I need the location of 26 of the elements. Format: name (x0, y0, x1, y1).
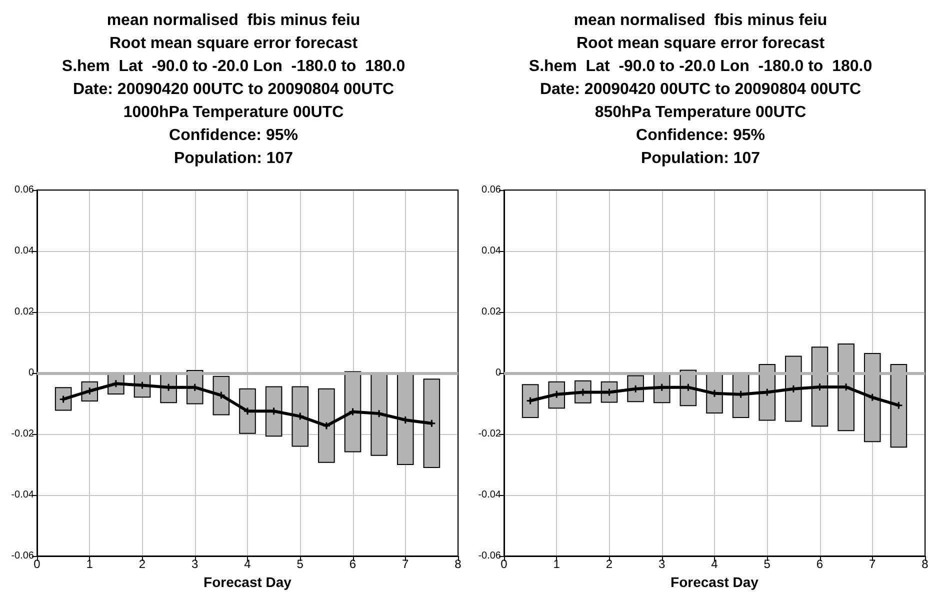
x-tick-label: 7 (869, 557, 876, 571)
x-tick-label: 8 (454, 557, 462, 571)
x-tick-label: 5 (764, 557, 771, 571)
y-tick-label: -0.06 (478, 550, 502, 562)
x-axis-title: Forecast Day (670, 574, 759, 590)
x-axis-title: Forecast Day (204, 574, 292, 590)
chart-title: mean normalised fbis minus feiu Root mean square error forecast S.hem Lat -90.0 to -20.0 Lon -180.0 to 180.0 Date: 20090420 00UTC to 20090804 00UTC 1000hPa Temperature 00UTC Confidence: 95% Population: 107 (62, 12, 406, 167)
x-tick-label: 6 (349, 557, 356, 571)
y-tick-label: 0.06 (14, 184, 34, 196)
y-tick-label: 0.04 (14, 246, 34, 256)
y-tick-label: 0.06 (482, 184, 502, 196)
y-tick-label: 0.02 (14, 306, 34, 318)
x-tick-label: 5 (296, 557, 304, 571)
x-tick-label: 4 (711, 557, 718, 571)
y-tick-label: -0.06 (11, 550, 34, 562)
x-tick-label: 6 (816, 557, 824, 571)
y-tick-label: -0.04 (11, 490, 34, 500)
y-tick-label: -0.02 (11, 428, 34, 440)
y-tick-label: 0.04 (482, 246, 502, 256)
chart-title: mean normalised fbis minus feiu Root mean square error forecast S.hem Lat -90.0 to -20.0 Lon -180.0 to 180.0 Date: 20090420 00UTC to 20090804 00UTC 850hPa Temperature 00UTC Confidence: 95% Population: 107 (528, 12, 872, 167)
x-tick-label: 7 (402, 557, 410, 571)
y-tick-label: -0.02 (478, 428, 502, 440)
x-tick-label: 4 (244, 557, 252, 571)
y-tick-label: 0.02 (482, 306, 502, 318)
y-tick-label: -0.04 (478, 490, 502, 500)
x-tick-label: 8 (922, 557, 929, 571)
